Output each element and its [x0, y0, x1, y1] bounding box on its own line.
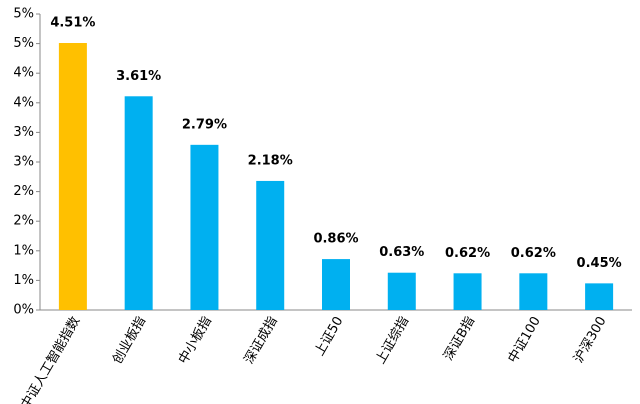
- y-tick-label: 5%: [13, 7, 34, 22]
- bar: [58, 43, 87, 311]
- bar: [453, 273, 482, 310]
- value-label: 0.62%: [445, 246, 490, 261]
- y-tick-label: 5%: [13, 36, 34, 51]
- x-tick-label: 创业板指: [110, 314, 149, 367]
- bar: [190, 144, 219, 310]
- value-label: 3.61%: [116, 69, 161, 84]
- x-tick-label: 中证100: [505, 314, 543, 366]
- value-label: 2.79%: [182, 117, 227, 132]
- value-label: 0.63%: [379, 245, 424, 260]
- bar: [519, 273, 548, 310]
- x-tick-label: 中小板指: [176, 314, 215, 367]
- bar: [124, 96, 153, 311]
- y-tick-label: 2%: [13, 184, 34, 199]
- value-label: 0.45%: [577, 256, 622, 271]
- value-label: 4.51%: [50, 16, 95, 31]
- value-label: 0.62%: [511, 246, 556, 261]
- x-tick-label: 深证B指: [441, 314, 478, 363]
- bar: [256, 180, 285, 310]
- x-tick-label: 沪深300: [570, 314, 609, 366]
- y-tick-label: 2%: [13, 214, 34, 229]
- y-tick-label: 1%: [13, 243, 34, 258]
- x-tick-label: 上证50: [312, 314, 346, 358]
- bar: [322, 259, 350, 310]
- y-tick-label: 4%: [13, 66, 34, 81]
- x-tick-label: 上证综指: [373, 314, 412, 367]
- y-tick-label: 0%: [13, 303, 34, 318]
- y-tick-label: 4%: [13, 95, 34, 110]
- bar: [387, 272, 416, 310]
- value-label: 0.86%: [313, 232, 358, 247]
- y-tick-label: 3%: [13, 155, 34, 170]
- bar: [585, 283, 614, 310]
- value-label: 2.18%: [248, 153, 293, 168]
- x-tick-label: 中证人工智能指数: [18, 314, 83, 404]
- y-tick-label: 1%: [13, 273, 34, 288]
- y-tick-label: 3%: [13, 125, 34, 140]
- x-tick-label: 深证成指: [242, 314, 281, 367]
